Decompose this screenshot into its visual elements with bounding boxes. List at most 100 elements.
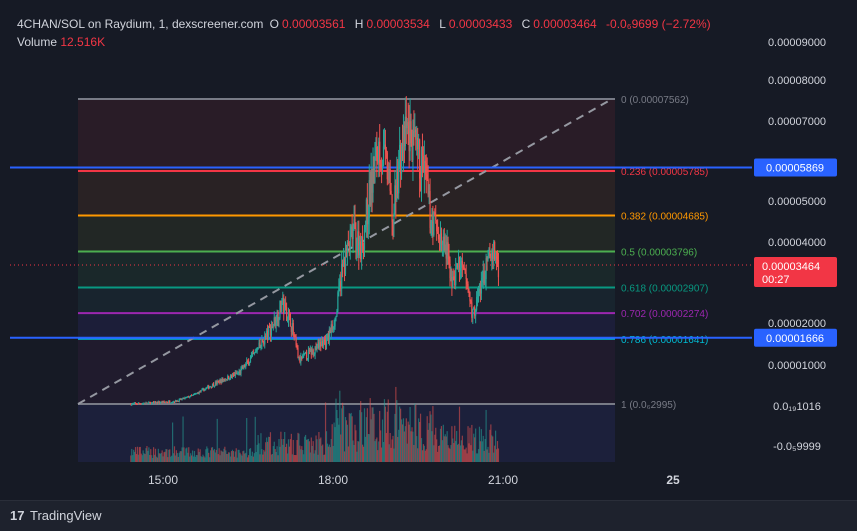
candle-body (336, 310, 338, 317)
volume-bar (167, 457, 169, 462)
low-label: L (439, 17, 446, 31)
candle-body (151, 402, 153, 405)
volume-bar (405, 418, 407, 462)
candle-body (478, 289, 481, 291)
candle-body (452, 276, 454, 287)
candle-body (443, 236, 445, 251)
volume-bar (285, 446, 287, 462)
candle-body (182, 397, 184, 399)
candle-body (400, 144, 402, 174)
candle-body (168, 400, 170, 403)
candle-body (450, 277, 452, 279)
candle-body (178, 399, 180, 402)
candle-body (229, 374, 232, 380)
volume-bar (189, 456, 191, 462)
volume-bar (487, 446, 489, 462)
candle-body (456, 263, 458, 268)
volume-bar (436, 439, 438, 462)
candle-body (347, 242, 349, 245)
candle-body (209, 386, 211, 389)
volume-bar (170, 456, 172, 462)
candle-body (404, 116, 406, 147)
candle-body (264, 335, 266, 345)
candle-body (374, 157, 376, 183)
candle-body (287, 312, 290, 321)
volume-bar (132, 455, 134, 462)
tradingview-logo[interactable]: 17 TradingView (10, 508, 102, 523)
volume-bar (423, 445, 425, 462)
candle-body (458, 260, 461, 271)
candle-body (289, 313, 291, 327)
candle-body (385, 150, 387, 153)
horizontal-line-tag-text-1: 0.00001666 (766, 333, 824, 345)
candle-body (131, 403, 133, 406)
volume-bar (294, 455, 296, 462)
volume-bar (134, 451, 136, 462)
volume-bar (187, 452, 189, 462)
candle-body (457, 260, 460, 268)
volume-bar (451, 426, 453, 462)
candle-body (366, 199, 368, 225)
volume-bar (168, 449, 170, 462)
volume-bar (360, 400, 362, 462)
candle-body (271, 326, 273, 328)
candle-body (357, 231, 359, 245)
candle-body (334, 317, 336, 327)
volume-bar (469, 427, 471, 462)
volume-bar (173, 446, 176, 462)
volume-bar (159, 453, 161, 462)
candle-body (373, 156, 375, 183)
candle-body (394, 185, 396, 213)
volume-bar (484, 438, 486, 462)
candle-body (326, 334, 329, 336)
volume-bar (290, 433, 292, 462)
candle-body (426, 174, 428, 180)
candle-body (146, 402, 148, 404)
candle-body (235, 372, 237, 374)
volume-bar (153, 447, 155, 462)
candle-body (300, 356, 302, 362)
candle-body (481, 278, 483, 283)
candle-body (233, 374, 235, 377)
volume-bar (340, 434, 342, 462)
volume-bar (143, 453, 145, 462)
volume-bar (462, 445, 464, 462)
candle-body (416, 137, 418, 140)
candle-body (429, 190, 431, 228)
volume-bar (266, 437, 268, 462)
volume-bar (246, 418, 248, 462)
candle-body (222, 378, 224, 381)
candle-body (349, 229, 351, 248)
candle-body (184, 397, 186, 399)
chart-canvas[interactable]: 0 (0.00007562) 0.236 (0.00005785) 0.382 (0… (0, 0, 857, 500)
candle-body (386, 152, 388, 180)
candle-body (245, 363, 247, 368)
volume-label: Volume (17, 35, 58, 49)
volume-bar (259, 454, 261, 462)
candle-body (490, 256, 492, 262)
candle-body (280, 300, 282, 312)
candle-body (306, 358, 309, 360)
fib-zone-0.618 (78, 287, 615, 314)
candle-body (337, 292, 339, 311)
last-price-tag-value: 0.00003464 (762, 261, 820, 273)
x-tick-label: 25 (666, 473, 680, 487)
candle-body (224, 379, 226, 381)
volume-bar (376, 437, 378, 462)
candle-body (446, 242, 448, 259)
candle-body (439, 233, 442, 245)
volume-bar (192, 456, 195, 462)
candle-body (215, 382, 217, 384)
candle-body (150, 402, 152, 405)
candle-body (457, 263, 459, 268)
candle-body (431, 221, 433, 223)
candle-body (185, 397, 187, 399)
candle-body (419, 139, 421, 179)
volume-bar (497, 448, 500, 462)
chart-legend: 4CHAN/SOL on Raydium, 1, dexscreener.com… (17, 17, 714, 31)
volume-bar (230, 451, 233, 462)
candle-body (464, 268, 466, 274)
candle-body (438, 233, 440, 240)
volume-bar (150, 449, 152, 462)
candle-body (322, 341, 324, 347)
